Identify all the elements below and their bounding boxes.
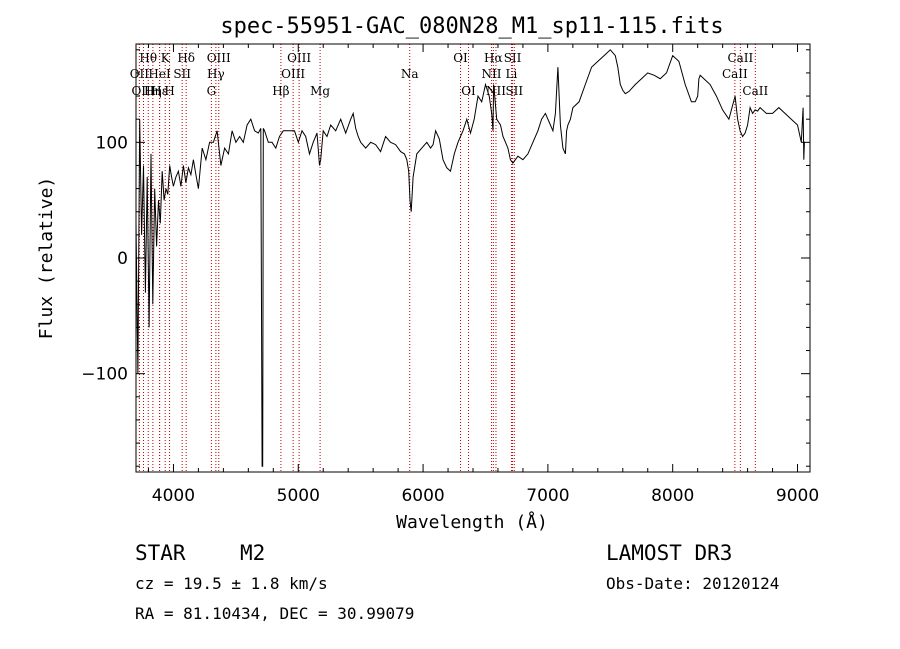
spectrum-series-line <box>135 49 805 467</box>
observation-date: Obs-Date: 20120124 <box>606 574 779 593</box>
line-label-11: Hγ <box>207 67 225 81</box>
coordinates: RA = 81.10434, DEC = 30.99079 <box>135 604 414 623</box>
line-label-12: G <box>207 84 217 98</box>
plot-frame <box>135 43 811 473</box>
line-label-19: OI <box>461 84 476 98</box>
line-label-22: NII <box>486 84 506 98</box>
line-label-3: K <box>161 51 171 65</box>
redshift-cz: cz = 19.5 ± 1.8 km/s <box>135 574 328 593</box>
line-label-26: CaII <box>727 51 753 65</box>
line-label-2: OIII <box>131 84 155 98</box>
x-tick-label-8000: 8000 <box>651 486 694 506</box>
x-axis-ticks: 4000 5000 6000 7000 8000 9000 <box>147 44 819 506</box>
survey-name: LAMOST DR3 <box>606 541 732 565</box>
line-label-24: Li <box>506 67 518 81</box>
line-label-13: Hβ <box>272 84 289 98</box>
line-label-4: HeI <box>148 67 171 81</box>
x-tick-label-4000: 4000 <box>152 486 195 506</box>
line-label-5: Hη <box>144 84 162 98</box>
x-tick-label-5000: 5000 <box>277 486 320 506</box>
x-tick-label-9000: 9000 <box>776 486 819 506</box>
line-label-25: SII <box>505 84 523 98</box>
line-label-20: Hα <box>484 51 503 65</box>
line-label-9: Hδ <box>177 51 195 65</box>
line-label-10: OIII <box>207 51 231 65</box>
line-label-7: SII <box>173 67 191 81</box>
x-tick-label-7000: 7000 <box>526 486 569 506</box>
line-label-1: OII <box>130 67 150 81</box>
line-label-8: H <box>164 84 174 98</box>
line-label-18: OI <box>453 51 468 65</box>
y-tick-label--100: −100 <box>81 365 128 385</box>
y-axis-label: Flux (relative) <box>36 177 57 340</box>
y-tick-label-100: 100 <box>96 133 128 153</box>
object-subclass: M2 <box>240 541 265 565</box>
object-class: STAR <box>135 541 186 565</box>
line-label-17: Na <box>401 67 419 81</box>
spectral-line-markers <box>138 44 756 472</box>
line-label-28: CaII <box>742 84 768 98</box>
line-label-21: NII <box>481 67 501 81</box>
line-label-23: SII <box>504 51 522 65</box>
chart-title: spec-55951-GAC_080N28_M1_sp11-115.fits <box>220 14 723 39</box>
line-label-16: Mg <box>310 84 330 98</box>
x-axis-label: Wavelength (Å) <box>396 511 548 533</box>
line-label-6: Hε <box>151 84 168 98</box>
y-tick-label-0: 0 <box>117 249 128 269</box>
y-axis-ticks: −100 0 100 <box>81 49 810 467</box>
x-tick-label-6000: 6000 <box>401 486 444 506</box>
line-label-0: Hθ <box>139 51 157 65</box>
line-label-15: OIII <box>281 67 305 81</box>
line-label-27: CaII <box>722 67 748 81</box>
line-label-14: OIII <box>287 51 311 65</box>
